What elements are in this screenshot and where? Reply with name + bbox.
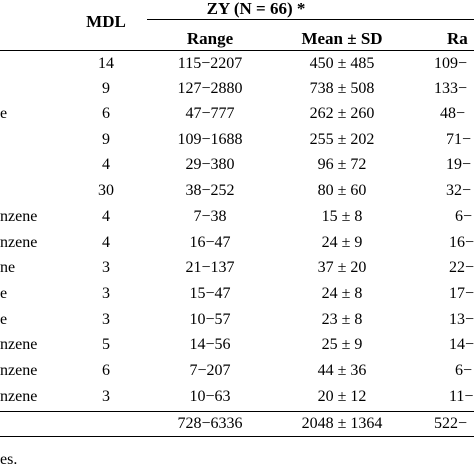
row-range: 38−252 <box>185 182 235 199</box>
row-range: 14−56 <box>189 336 231 353</box>
header-range: Range <box>186 29 234 48</box>
row-mean-sd: 738 ± 508 <box>309 80 375 97</box>
row-mdl: 4 <box>102 234 110 251</box>
row-range-cut: 11− <box>449 388 474 405</box>
row-mean-sd: 24 ± 9 <box>321 234 363 251</box>
row-mean-sd: 2048 ± 1364 <box>301 415 383 432</box>
row-mean-sd: 25 ± 9 <box>321 336 363 353</box>
header-range-cut: Ra <box>447 29 468 48</box>
row-mean-sd: 80 ± 60 <box>317 182 367 199</box>
row-range-cut: 22− <box>449 259 474 276</box>
row-range: 15−47 <box>189 285 231 302</box>
row-range: 7−38 <box>193 208 227 225</box>
row-range-cut: 522− <box>434 415 468 432</box>
row-mean-sd: 96 ± 72 <box>317 156 367 173</box>
row-mdl: 6 <box>102 362 110 379</box>
row-range-cut: 133− <box>434 80 468 97</box>
total-row-rule <box>0 411 474 412</box>
group-header-rule <box>147 19 474 20</box>
row-mdl: 9 <box>102 80 110 97</box>
row-mdl: 14 <box>98 55 114 72</box>
row-mdl: 3 <box>102 388 110 405</box>
row-mdl: 3 <box>102 285 110 302</box>
header-bottom-rule <box>0 50 474 51</box>
row-range-cut: 16− <box>449 234 474 251</box>
row-range-cut: 14− <box>449 336 474 353</box>
row-range: 29−380 <box>185 156 235 173</box>
row-name: e <box>0 105 8 122</box>
row-range-cut: 6− <box>455 362 473 379</box>
row-name: ne <box>0 259 16 276</box>
row-range: 21−137 <box>185 259 235 276</box>
row-mdl: 6 <box>102 105 110 122</box>
row-name: e <box>0 285 8 302</box>
row-mean-sd: 44 ± 36 <box>317 362 367 379</box>
row-mdl: 9 <box>102 131 110 148</box>
table-bottom-rule <box>0 436 474 437</box>
row-name: nzene <box>0 208 38 225</box>
row-range: 47−777 <box>185 105 235 122</box>
row-range: 7−207 <box>189 362 231 379</box>
row-name: nzene <box>0 362 38 379</box>
row-mdl: 3 <box>102 259 110 276</box>
header-mean-sd: Mean ± SD <box>301 29 383 48</box>
row-range-cut: 13− <box>449 311 474 328</box>
row-range-cut: 71− <box>446 131 472 148</box>
footnote: es. <box>0 451 18 468</box>
row-range-cut: 109− <box>434 55 468 72</box>
group-header-zy: ZY (N = 66) * <box>206 0 306 18</box>
row-mdl: 30 <box>98 182 114 199</box>
row-range: 10−63 <box>189 388 231 405</box>
row-mdl: 4 <box>102 208 110 225</box>
row-range-cut: 32− <box>446 182 472 199</box>
row-mdl: 4 <box>102 156 110 173</box>
header-mdl: MDL <box>86 12 126 31</box>
row-range-cut: 48− <box>440 105 466 122</box>
row-mean-sd: 262 ± 260 <box>309 105 375 122</box>
row-name: nzene <box>0 388 38 405</box>
row-mean-sd: 255 ± 202 <box>309 131 375 148</box>
row-range: 728−6336 <box>177 415 243 432</box>
row-mean-sd: 23 ± 8 <box>321 311 363 328</box>
row-range: 115−2207 <box>177 55 243 72</box>
row-mean-sd: 37 ± 20 <box>317 259 367 276</box>
row-range-cut: 17− <box>449 285 474 302</box>
row-range: 127−2880 <box>177 80 243 97</box>
row-mdl: 3 <box>102 311 110 328</box>
row-name: nzene <box>0 234 38 251</box>
row-mean-sd: 20 ± 12 <box>317 388 367 405</box>
row-range-cut: 19− <box>446 156 472 173</box>
row-mdl: 5 <box>102 336 110 353</box>
row-mean-sd: 15 ± 8 <box>321 208 363 225</box>
row-name: nzene <box>0 336 38 353</box>
row-name: e <box>0 311 8 328</box>
row-range: 16−47 <box>189 234 231 251</box>
row-range: 109−1688 <box>177 131 243 148</box>
row-mean-sd: 24 ± 8 <box>321 285 363 302</box>
row-mean-sd: 450 ± 485 <box>309 55 375 72</box>
row-range-cut: 6− <box>455 208 473 225</box>
row-range: 10−57 <box>189 311 231 328</box>
